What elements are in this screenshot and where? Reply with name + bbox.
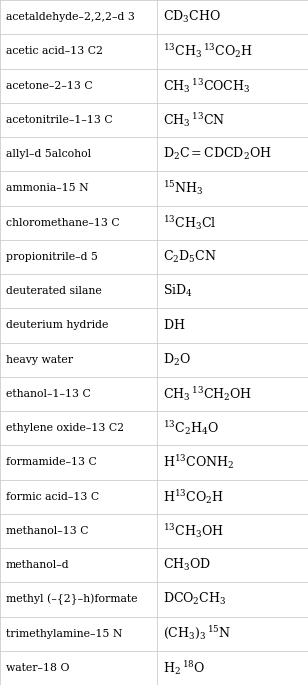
- Text: $\mathrm{{}^{15}NH_3}$: $\mathrm{{}^{15}NH_3}$: [163, 179, 203, 197]
- Text: $\mathrm{D_2O}$: $\mathrm{D_2O}$: [163, 351, 190, 368]
- Text: deuterated silane: deuterated silane: [6, 286, 101, 296]
- Text: chloromethane–13 C: chloromethane–13 C: [6, 218, 119, 227]
- Text: $\mathrm{H^{13}CONH_2}$: $\mathrm{H^{13}CONH_2}$: [163, 453, 234, 471]
- Text: $\mathrm{SiD_4}$: $\mathrm{SiD_4}$: [163, 283, 192, 299]
- Text: $\mathrm{C_2D_5CN}$: $\mathrm{C_2D_5CN}$: [163, 249, 216, 265]
- Text: acetonitrile–1–13 C: acetonitrile–1–13 C: [6, 115, 112, 125]
- Text: acetone–2–13 C: acetone–2–13 C: [6, 81, 92, 90]
- Text: $\mathrm{CH_3\,{}^{13}COCH_3}$: $\mathrm{CH_3\,{}^{13}COCH_3}$: [163, 77, 250, 95]
- Text: methanol–d: methanol–d: [6, 560, 69, 570]
- Text: propionitrile–d 5: propionitrile–d 5: [6, 252, 97, 262]
- Text: formamide–13 C: formamide–13 C: [6, 458, 96, 467]
- Text: water–18 O: water–18 O: [6, 663, 69, 673]
- Text: $\mathrm{CH_3OD}$: $\mathrm{CH_3OD}$: [163, 557, 211, 573]
- Text: $\mathrm{{}^{13}CH_3OH}$: $\mathrm{{}^{13}CH_3OH}$: [163, 522, 223, 540]
- Text: ethylene oxide–13 C2: ethylene oxide–13 C2: [6, 423, 124, 433]
- Text: acetaldehyde–2,2,2–d 3: acetaldehyde–2,2,2–d 3: [6, 12, 134, 22]
- Text: methyl (–{2}–h)formate: methyl (–{2}–h)formate: [6, 594, 137, 605]
- Text: $\mathrm{H_2\,{}^{18}O}$: $\mathrm{H_2\,{}^{18}O}$: [163, 659, 205, 677]
- Text: $\mathrm{{}^{13}C_2H_4O}$: $\mathrm{{}^{13}C_2H_4O}$: [163, 419, 218, 437]
- Text: methanol–13 C: methanol–13 C: [6, 526, 88, 536]
- Text: allyl–d 5alcohol: allyl–d 5alcohol: [6, 149, 91, 159]
- Text: $\mathrm{{}^{13}CH_3\,{}^{13}CO_2H}$: $\mathrm{{}^{13}CH_3\,{}^{13}CO_2H}$: [163, 42, 253, 60]
- Text: $\mathrm{CH_3\,{}^{13}CH_2OH}$: $\mathrm{CH_3\,{}^{13}CH_2OH}$: [163, 385, 252, 403]
- Text: ammonia–15 N: ammonia–15 N: [6, 184, 88, 193]
- Text: acetic acid–13 C2: acetic acid–13 C2: [6, 47, 103, 56]
- Text: ethanol–1–13 C: ethanol–1–13 C: [6, 389, 90, 399]
- Text: formic acid–13 C: formic acid–13 C: [6, 492, 99, 501]
- Text: deuterium hydride: deuterium hydride: [6, 321, 108, 330]
- Text: $\mathrm{{}^{13}CH_3Cl}$: $\mathrm{{}^{13}CH_3Cl}$: [163, 214, 216, 232]
- Text: heavy water: heavy water: [6, 355, 73, 364]
- Text: trimethylamine–15 N: trimethylamine–15 N: [6, 629, 122, 638]
- Text: $\mathrm{H^{13}CO_2H}$: $\mathrm{H^{13}CO_2H}$: [163, 488, 223, 506]
- Text: $\mathrm{CD_3CHO}$: $\mathrm{CD_3CHO}$: [163, 9, 220, 25]
- Text: $\mathrm{(CH_3)_3\,{}^{15}N}$: $\mathrm{(CH_3)_3\,{}^{15}N}$: [163, 625, 231, 642]
- Text: $\mathrm{DH}$: $\mathrm{DH}$: [163, 319, 185, 332]
- Text: $\mathrm{D_2C{=}CDCD_2OH}$: $\mathrm{D_2C{=}CDCD_2OH}$: [163, 146, 271, 162]
- Text: $\mathrm{DCO_2CH_3}$: $\mathrm{DCO_2CH_3}$: [163, 591, 226, 608]
- Text: $\mathrm{CH_3\,{}^{13}CN}$: $\mathrm{CH_3\,{}^{13}CN}$: [163, 111, 225, 129]
